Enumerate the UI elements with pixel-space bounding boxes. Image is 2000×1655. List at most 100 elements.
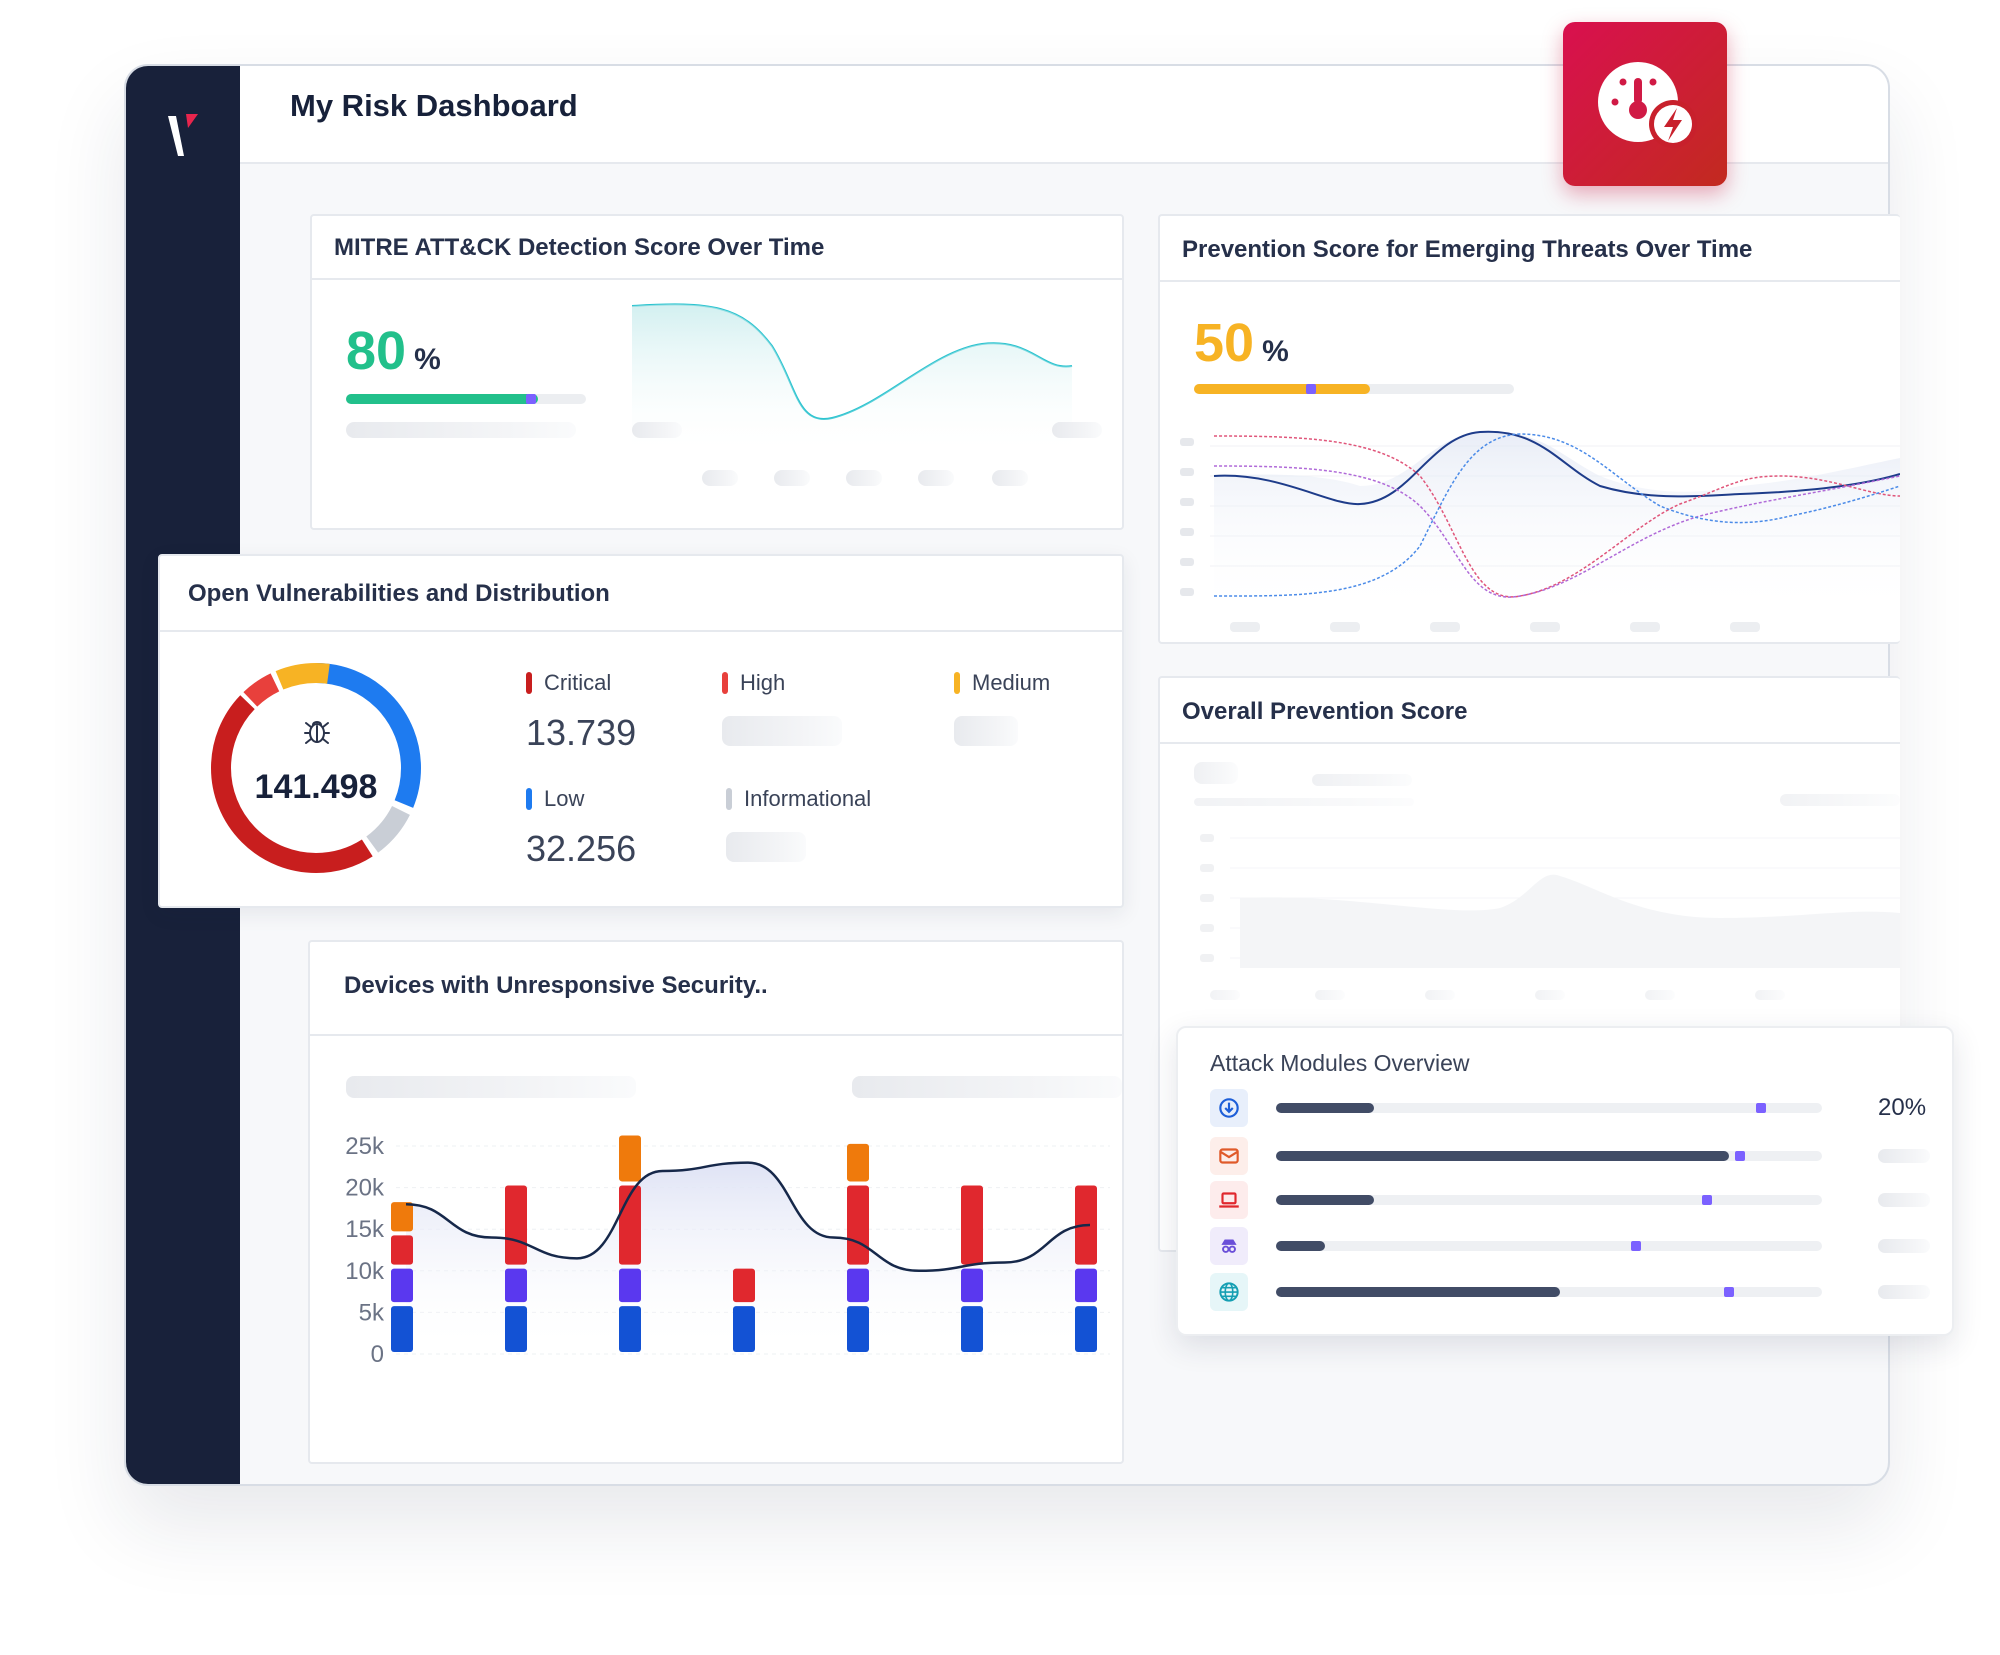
y-tick-label: 20k xyxy=(345,1175,385,1202)
prevention-trend-chart xyxy=(1180,430,1900,632)
placeholder xyxy=(1210,990,1240,1000)
placeholder xyxy=(1425,990,1455,1000)
bar-segment xyxy=(733,1268,755,1303)
bar-segment xyxy=(1075,1306,1097,1352)
legend-medium: Medium xyxy=(954,670,1050,696)
app-badge[interactable] xyxy=(1563,22,1727,186)
laptop-icon xyxy=(1210,1181,1248,1219)
score-display: 50% xyxy=(1194,312,1289,374)
mitre-score-card[interactable]: MITRE ATT&CK Detection Score Over Time 8… xyxy=(310,214,1124,530)
bar-segment xyxy=(847,1185,869,1265)
prevention-score-card[interactable]: Prevention Score for Emerging Threats Ov… xyxy=(1158,214,1900,644)
devices-card[interactable]: Devices with Unresponsive Security.. 25k… xyxy=(308,940,1124,1464)
bar-segment xyxy=(391,1268,413,1303)
module-marker xyxy=(1630,1241,1641,1251)
bar-segment xyxy=(847,1306,869,1352)
bar-segment xyxy=(1075,1268,1097,1303)
placeholder xyxy=(1878,1193,1930,1207)
placeholder xyxy=(1878,1149,1930,1163)
card-title: Prevention Score for Emerging Threats Ov… xyxy=(1182,236,1753,263)
y-tick-label: 10k xyxy=(345,1258,385,1285)
brand-logo[interactable] xyxy=(166,110,200,160)
placeholder xyxy=(722,716,842,746)
legend-high: High xyxy=(722,670,785,696)
bar-segment xyxy=(505,1268,527,1303)
critical-count: 13.739 xyxy=(526,712,637,753)
placeholder xyxy=(1315,990,1345,1000)
bar-segment xyxy=(505,1306,527,1352)
bar-segment xyxy=(961,1185,983,1265)
vulnerabilities-card[interactable]: Open Vulnerabilities and Distribution 14… xyxy=(158,554,1124,908)
bar-segment xyxy=(391,1202,413,1232)
attack-modules-card[interactable]: Attack Modules Overview 20% xyxy=(1176,1026,1954,1336)
module-marker xyxy=(1756,1103,1767,1113)
placeholder xyxy=(1645,990,1675,1000)
score-value: 80 xyxy=(346,321,407,381)
placeholder xyxy=(1780,794,1900,806)
legend-critical: Critical xyxy=(526,670,611,696)
placeholder xyxy=(1052,422,1102,438)
attack-modules-title: Attack Modules Overview xyxy=(1210,1050,1470,1076)
module-progress-fill xyxy=(1276,1103,1375,1113)
bar-segment xyxy=(961,1268,983,1303)
bar-segment xyxy=(391,1306,413,1352)
placeholder xyxy=(726,832,806,862)
bar-segment xyxy=(505,1185,527,1265)
card-title: Devices with Unresponsive Security.. xyxy=(344,972,768,999)
bar-segment xyxy=(733,1306,755,1352)
spy-icon xyxy=(1210,1227,1248,1265)
module-progress-track xyxy=(1276,1241,1822,1251)
y-tick-label: 0 xyxy=(371,1341,384,1368)
score-display: 80% xyxy=(346,320,441,382)
y-tick-label: 25k xyxy=(345,1133,385,1160)
module-progress-fill xyxy=(1276,1195,1375,1205)
placeholder xyxy=(774,470,810,486)
placeholder xyxy=(1878,1285,1930,1299)
page-title: My Risk Dashboard xyxy=(290,88,578,123)
bar-segment xyxy=(619,1268,641,1303)
placeholder xyxy=(346,1076,636,1098)
placeholder xyxy=(1194,762,1238,784)
placeholder xyxy=(702,470,738,486)
bar-segment xyxy=(619,1306,641,1352)
download-icon xyxy=(1210,1089,1248,1127)
score-unit: % xyxy=(1262,335,1289,368)
placeholder xyxy=(1878,1239,1930,1253)
gauge-alert-icon xyxy=(1598,62,1697,148)
devices-bar-chart: 25k 20k 15k 10k 5k 0 xyxy=(345,1133,1110,1368)
y-tick-label: 5k xyxy=(359,1299,385,1326)
card-title: Overall Prevention Score xyxy=(1182,698,1468,725)
module-progress-track xyxy=(1276,1195,1822,1205)
y-tick-label: 15k xyxy=(345,1216,385,1243)
score-unit: % xyxy=(414,343,441,376)
mitre-trend-chart xyxy=(632,303,1073,456)
placeholder xyxy=(1755,990,1785,1000)
placeholder xyxy=(632,422,682,438)
overall-trend-chart xyxy=(1200,834,1900,968)
progress-marker xyxy=(526,394,536,404)
module-progress-track xyxy=(1276,1103,1822,1113)
bar-segment xyxy=(619,1135,641,1182)
legend-low: Low xyxy=(526,786,584,812)
low-count: 32.256 xyxy=(526,828,637,869)
module-value: 20% xyxy=(1878,1094,1927,1121)
module-progress-fill xyxy=(1276,1151,1730,1161)
bug-icon xyxy=(304,721,330,744)
module-marker xyxy=(1723,1287,1734,1297)
placeholder xyxy=(918,470,954,486)
placeholder xyxy=(346,422,576,438)
placeholder xyxy=(1312,774,1412,786)
vulnerability-total: 141.498 xyxy=(254,768,378,806)
mail-icon xyxy=(1210,1137,1248,1175)
trend-area xyxy=(406,1162,1090,1354)
score-value: 50 xyxy=(1194,313,1255,373)
progress-marker xyxy=(1306,384,1316,394)
bar-segment xyxy=(391,1235,413,1265)
trend-line xyxy=(405,1161,1091,1273)
module-progress-fill xyxy=(1276,1287,1560,1297)
vulnerability-donut-chart xyxy=(211,663,421,873)
legend-informational: Informational xyxy=(726,786,871,812)
bar-segment xyxy=(847,1143,869,1182)
card-title: MITRE ATT&CK Detection Score Over Time xyxy=(334,234,825,261)
module-progress-fill xyxy=(1276,1241,1326,1251)
